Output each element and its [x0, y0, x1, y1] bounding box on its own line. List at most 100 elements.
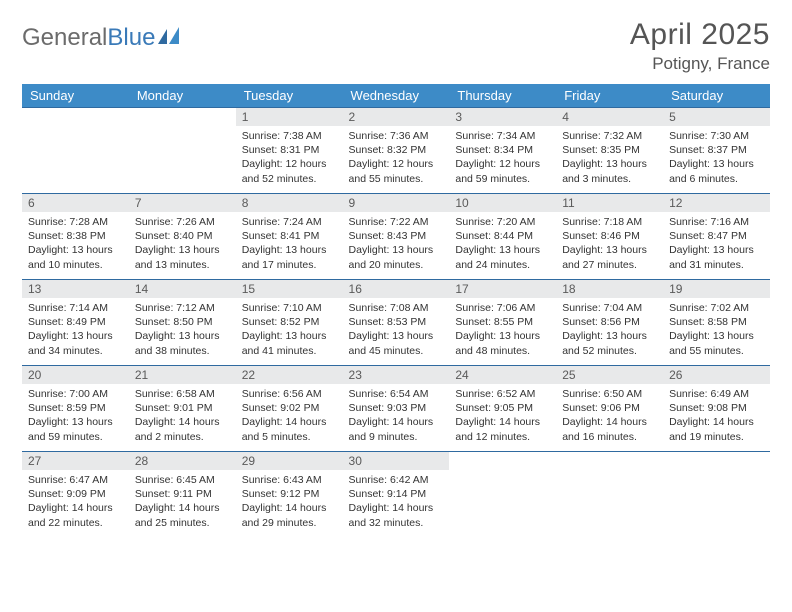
day-number: 13 [22, 280, 129, 298]
day-details: Sunrise: 7:34 AMSunset: 8:34 PMDaylight:… [449, 126, 556, 190]
sunset-text: Sunset: 8:31 PM [242, 143, 337, 157]
calendar-cell [129, 108, 236, 194]
calendar-body: 1Sunrise: 7:38 AMSunset: 8:31 PMDaylight… [22, 108, 770, 538]
sunset-text: Sunset: 9:06 PM [562, 401, 657, 415]
calendar-cell [663, 452, 770, 538]
day-details: Sunrise: 7:28 AMSunset: 8:38 PMDaylight:… [22, 212, 129, 276]
day-details: Sunrise: 7:14 AMSunset: 8:49 PMDaylight:… [22, 298, 129, 362]
sunrise-text: Sunrise: 6:49 AM [669, 387, 764, 401]
sunset-text: Sunset: 8:34 PM [455, 143, 550, 157]
calendar-cell: 4Sunrise: 7:32 AMSunset: 8:35 PMDaylight… [556, 108, 663, 194]
sunrise-text: Sunrise: 6:50 AM [562, 387, 657, 401]
calendar-cell: 5Sunrise: 7:30 AMSunset: 8:37 PMDaylight… [663, 108, 770, 194]
day-details: Sunrise: 7:30 AMSunset: 8:37 PMDaylight:… [663, 126, 770, 190]
daylight-text: Daylight: 13 hours and 13 minutes. [135, 243, 230, 271]
sunrise-text: Sunrise: 7:20 AM [455, 215, 550, 229]
calendar-row: 20Sunrise: 7:00 AMSunset: 8:59 PMDayligh… [22, 366, 770, 452]
day-details: Sunrise: 7:00 AMSunset: 8:59 PMDaylight:… [22, 384, 129, 448]
daylight-text: Daylight: 13 hours and 55 minutes. [669, 329, 764, 357]
day-number: 23 [343, 366, 450, 384]
calendar-cell: 20Sunrise: 7:00 AMSunset: 8:59 PMDayligh… [22, 366, 129, 452]
calendar-cell [449, 452, 556, 538]
day-number: 22 [236, 366, 343, 384]
sunset-text: Sunset: 8:46 PM [562, 229, 657, 243]
calendar-cell: 29Sunrise: 6:43 AMSunset: 9:12 PMDayligh… [236, 452, 343, 538]
sunset-text: Sunset: 8:40 PM [135, 229, 230, 243]
day-details: Sunrise: 7:16 AMSunset: 8:47 PMDaylight:… [663, 212, 770, 276]
header: GeneralBlue April 2025 Potigny, France [22, 18, 770, 74]
calendar-cell: 27Sunrise: 6:47 AMSunset: 9:09 PMDayligh… [22, 452, 129, 538]
sunset-text: Sunset: 8:43 PM [349, 229, 444, 243]
sunrise-text: Sunrise: 7:22 AM [349, 215, 444, 229]
logo-text-1: General [22, 24, 107, 52]
calendar-cell: 1Sunrise: 7:38 AMSunset: 8:31 PMDaylight… [236, 108, 343, 194]
day-details: Sunrise: 6:45 AMSunset: 9:11 PMDaylight:… [129, 470, 236, 534]
sunrise-text: Sunrise: 7:24 AM [242, 215, 337, 229]
weekday-header: Sunday [22, 84, 129, 108]
sunrise-text: Sunrise: 7:16 AM [669, 215, 764, 229]
daylight-text: Daylight: 12 hours and 55 minutes. [349, 157, 444, 185]
day-number: 5 [663, 108, 770, 126]
day-number: 25 [556, 366, 663, 384]
daylight-text: Daylight: 13 hours and 48 minutes. [455, 329, 550, 357]
day-details: Sunrise: 7:12 AMSunset: 8:50 PMDaylight:… [129, 298, 236, 362]
daylight-text: Daylight: 14 hours and 25 minutes. [135, 501, 230, 529]
daylight-text: Daylight: 13 hours and 31 minutes. [669, 243, 764, 271]
sunrise-text: Sunrise: 6:45 AM [135, 473, 230, 487]
sunrise-text: Sunrise: 7:12 AM [135, 301, 230, 315]
sunrise-text: Sunrise: 7:02 AM [669, 301, 764, 315]
sunrise-text: Sunrise: 7:36 AM [349, 129, 444, 143]
calendar-row: 13Sunrise: 7:14 AMSunset: 8:49 PMDayligh… [22, 280, 770, 366]
day-number: 8 [236, 194, 343, 212]
sunset-text: Sunset: 8:44 PM [455, 229, 550, 243]
day-details: Sunrise: 7:08 AMSunset: 8:53 PMDaylight:… [343, 298, 450, 362]
day-number: 2 [343, 108, 450, 126]
sunrise-text: Sunrise: 7:14 AM [28, 301, 123, 315]
sunset-text: Sunset: 8:53 PM [349, 315, 444, 329]
day-number: 10 [449, 194, 556, 212]
day-number: 17 [449, 280, 556, 298]
day-number: 3 [449, 108, 556, 126]
sunset-text: Sunset: 8:35 PM [562, 143, 657, 157]
sunrise-text: Sunrise: 6:43 AM [242, 473, 337, 487]
sunset-text: Sunset: 8:52 PM [242, 315, 337, 329]
sunset-text: Sunset: 8:56 PM [562, 315, 657, 329]
daylight-text: Daylight: 14 hours and 5 minutes. [242, 415, 337, 443]
day-details: Sunrise: 7:06 AMSunset: 8:55 PMDaylight:… [449, 298, 556, 362]
day-details: Sunrise: 7:24 AMSunset: 8:41 PMDaylight:… [236, 212, 343, 276]
day-number: 29 [236, 452, 343, 470]
day-details: Sunrise: 7:38 AMSunset: 8:31 PMDaylight:… [236, 126, 343, 190]
calendar-cell: 22Sunrise: 6:56 AMSunset: 9:02 PMDayligh… [236, 366, 343, 452]
calendar-cell: 12Sunrise: 7:16 AMSunset: 8:47 PMDayligh… [663, 194, 770, 280]
location-label: Potigny, France [630, 54, 770, 74]
day-number: 24 [449, 366, 556, 384]
weekday-header: Saturday [663, 84, 770, 108]
day-details: Sunrise: 6:50 AMSunset: 9:06 PMDaylight:… [556, 384, 663, 448]
calendar-cell: 24Sunrise: 6:52 AMSunset: 9:05 PMDayligh… [449, 366, 556, 452]
day-details: Sunrise: 7:20 AMSunset: 8:44 PMDaylight:… [449, 212, 556, 276]
day-number: 26 [663, 366, 770, 384]
logo-text-2: Blue [107, 24, 155, 52]
logo: GeneralBlue [22, 24, 180, 52]
daylight-text: Daylight: 14 hours and 2 minutes. [135, 415, 230, 443]
daylight-text: Daylight: 13 hours and 52 minutes. [562, 329, 657, 357]
calendar-row: 1Sunrise: 7:38 AMSunset: 8:31 PMDaylight… [22, 108, 770, 194]
calendar-cell: 9Sunrise: 7:22 AMSunset: 8:43 PMDaylight… [343, 194, 450, 280]
daylight-text: Daylight: 14 hours and 32 minutes. [349, 501, 444, 529]
weekday-header: Tuesday [236, 84, 343, 108]
day-details: Sunrise: 7:04 AMSunset: 8:56 PMDaylight:… [556, 298, 663, 362]
sunset-text: Sunset: 9:11 PM [135, 487, 230, 501]
day-details: Sunrise: 6:43 AMSunset: 9:12 PMDaylight:… [236, 470, 343, 534]
sunset-text: Sunset: 8:59 PM [28, 401, 123, 415]
sunrise-text: Sunrise: 7:04 AM [562, 301, 657, 315]
day-details: Sunrise: 6:56 AMSunset: 9:02 PMDaylight:… [236, 384, 343, 448]
sunset-text: Sunset: 8:47 PM [669, 229, 764, 243]
calendar-table: Sunday Monday Tuesday Wednesday Thursday… [22, 84, 770, 538]
calendar-cell: 21Sunrise: 6:58 AMSunset: 9:01 PMDayligh… [129, 366, 236, 452]
daylight-text: Daylight: 13 hours and 10 minutes. [28, 243, 123, 271]
day-number: 18 [556, 280, 663, 298]
title-block: April 2025 Potigny, France [630, 18, 770, 74]
calendar-cell: 10Sunrise: 7:20 AMSunset: 8:44 PMDayligh… [449, 194, 556, 280]
day-details: Sunrise: 7:32 AMSunset: 8:35 PMDaylight:… [556, 126, 663, 190]
calendar-cell: 30Sunrise: 6:42 AMSunset: 9:14 PMDayligh… [343, 452, 450, 538]
